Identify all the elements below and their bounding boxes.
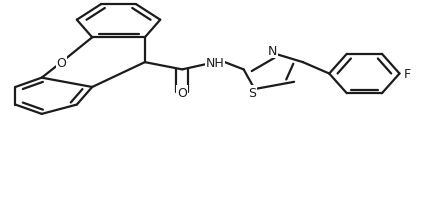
Text: O: O	[177, 86, 187, 99]
Text: S: S	[248, 87, 256, 100]
Text: NH: NH	[205, 56, 224, 69]
Text: F: F	[403, 68, 410, 81]
Text: N: N	[267, 45, 276, 58]
Text: O: O	[57, 56, 66, 69]
